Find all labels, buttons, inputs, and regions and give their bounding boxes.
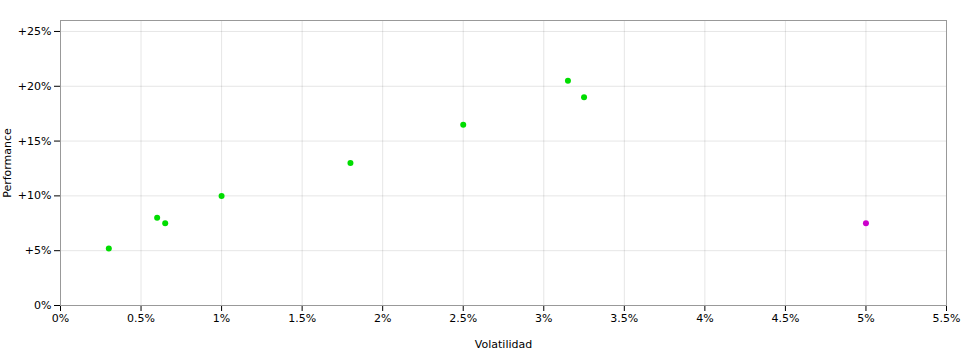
svg-text:0%: 0%: [52, 312, 69, 325]
svg-text:0.5%: 0.5%: [127, 312, 155, 325]
svg-text:4%: 4%: [696, 312, 713, 325]
svg-text:1.5%: 1.5%: [288, 312, 316, 325]
svg-text:5.5%: 5.5%: [933, 312, 961, 325]
svg-text:+10%: +10%: [18, 189, 52, 202]
svg-text:4.5%: 4.5%: [771, 312, 799, 325]
svg-text:1%: 1%: [213, 312, 230, 325]
svg-text:Performance: Performance: [1, 128, 14, 198]
svg-text:+15%: +15%: [18, 135, 52, 148]
svg-text:2.5%: 2.5%: [449, 312, 477, 325]
svg-text:5%: 5%: [857, 312, 874, 325]
svg-text:3%: 3%: [535, 312, 552, 325]
svg-text:Volatilidad: Volatilidad: [475, 338, 532, 350]
svg-text:+20%: +20%: [18, 80, 52, 93]
svg-text:0%: 0%: [34, 299, 51, 312]
svg-text:3.5%: 3.5%: [610, 312, 638, 325]
svg-text:+25%: +25%: [18, 25, 52, 38]
svg-text:2%: 2%: [374, 312, 391, 325]
svg-text:+5%: +5%: [25, 244, 52, 257]
